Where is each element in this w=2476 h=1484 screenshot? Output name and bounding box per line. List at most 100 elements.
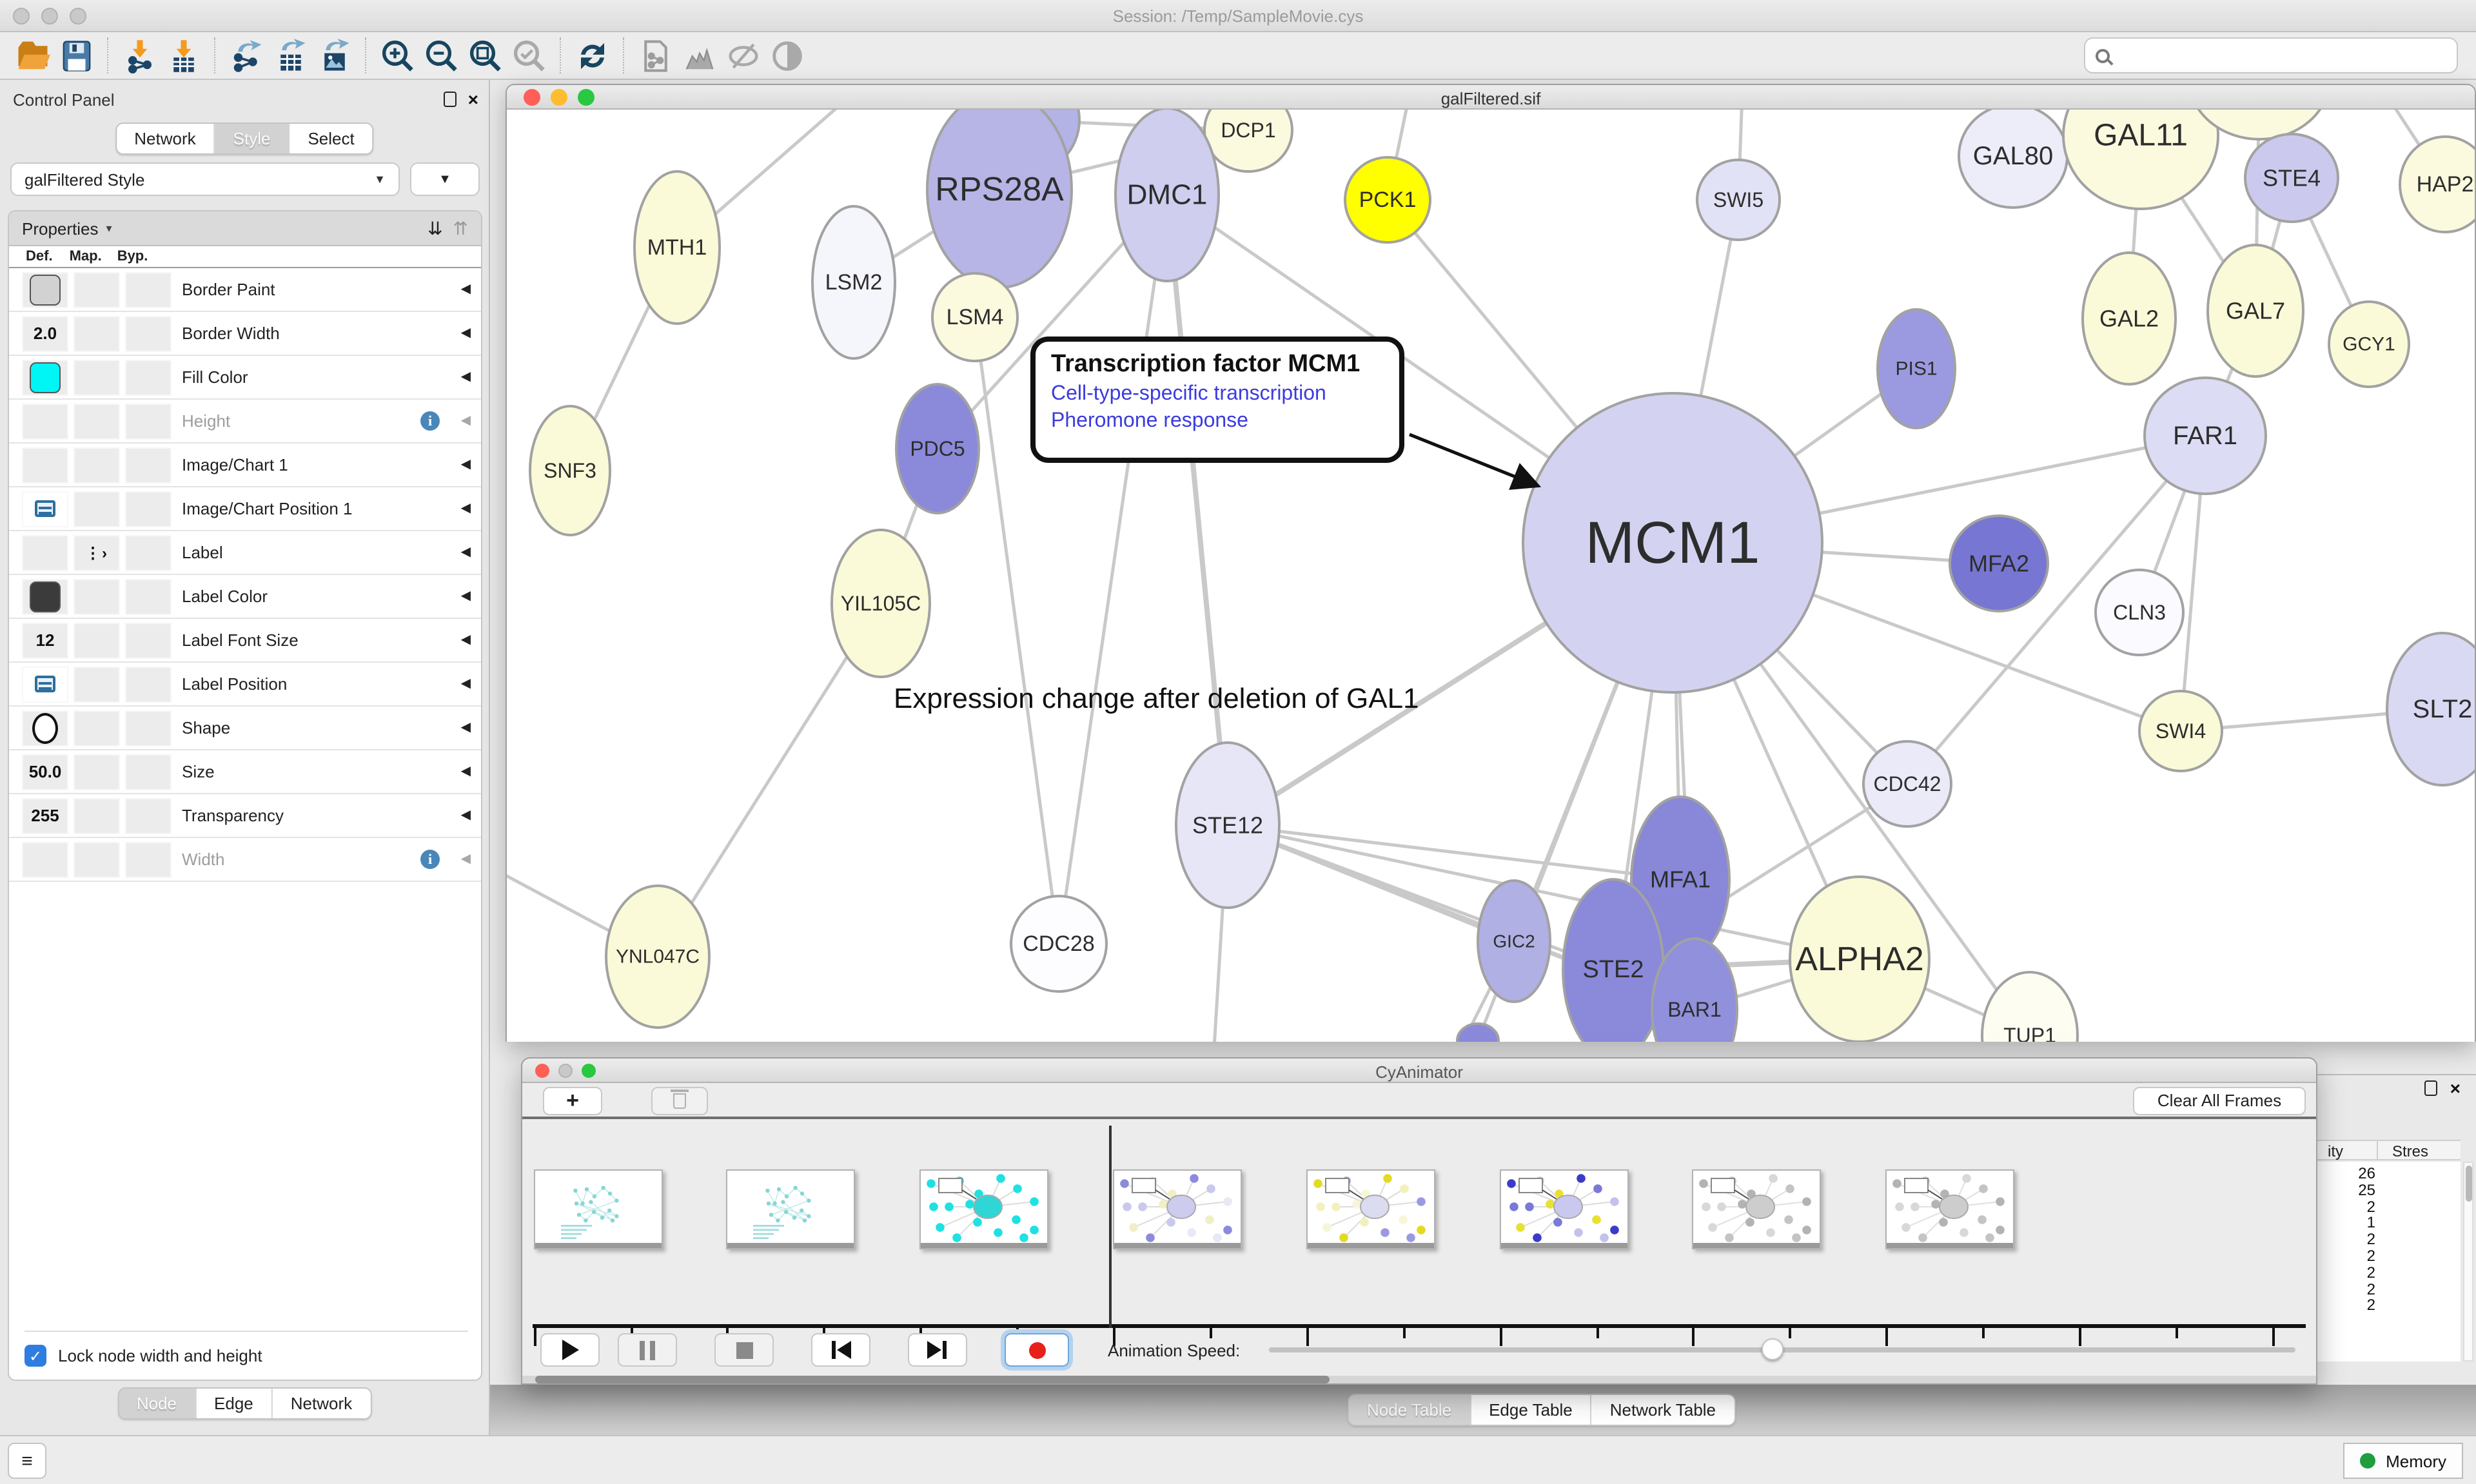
network-edge[interactable]	[656, 602, 883, 958]
network-node-swi4[interactable]: SWI4	[2138, 690, 2223, 772]
tab-edge-table[interactable]: Edge Table	[1471, 1395, 1592, 1425]
task-history-button[interactable]: ≡	[8, 1443, 46, 1479]
table-cell[interactable]: 2	[2366, 1197, 2375, 1216]
network-node-gal2[interactable]: GAL2	[2081, 251, 2177, 386]
tab-network[interactable]: Network	[272, 1389, 371, 1418]
expand-property-icon[interactable]: ◀	[460, 282, 471, 297]
stop-button[interactable]	[714, 1333, 774, 1367]
expand-property-icon[interactable]: ◀	[460, 721, 471, 735]
column-ity[interactable]: ity	[2328, 1142, 2343, 1160]
timeline-frame-6[interactable]	[1692, 1169, 1822, 1249]
import-network-icon[interactable]	[120, 36, 159, 75]
timeline-scrollbar[interactable]	[522, 1376, 2316, 1383]
timeline[interactable]: Seconds 0123456789	[522, 1122, 2316, 1352]
expand-property-icon[interactable]: ◀	[460, 677, 471, 691]
expand-property-icon[interactable]: ◀	[460, 808, 471, 823]
network-node-cln3[interactable]: CLN3	[2094, 569, 2185, 656]
timeline-frame-1[interactable]	[726, 1169, 856, 1249]
tab-style[interactable]: Style	[215, 124, 290, 153]
network-node-pdc5[interactable]: PDC5	[895, 383, 980, 514]
network-node-gal7[interactable]: GAL7	[2206, 244, 2304, 378]
cyanimator-titlebar[interactable]: CyAnimator	[522, 1059, 2316, 1083]
properties-header[interactable]: Properties ▾ ⇊ ⇈	[9, 211, 481, 246]
timeline-frame-3[interactable]	[1113, 1169, 1242, 1249]
property-row-border-width[interactable]: 2.0 Border Width ◀	[9, 312, 481, 356]
network-edge[interactable]	[1227, 823, 1681, 881]
network-node-dcp1[interactable]: DCP1	[1203, 110, 1293, 173]
property-row-size[interactable]: 50.0 Size ◀	[9, 750, 481, 794]
network-node-yil105c[interactable]: YIL105C	[830, 529, 931, 678]
timeline-frame-0[interactable]	[533, 1169, 663, 1249]
property-row-label-position[interactable]: Label Position ◀	[9, 663, 481, 707]
network-node-bar1[interactable]: BAR1	[1651, 937, 1738, 1042]
network-node-cdc42[interactable]: CDC42	[1862, 740, 1952, 828]
close-panel-icon[interactable]: ×	[2450, 1078, 2461, 1098]
animation-speed-slider[interactable]	[1268, 1338, 2295, 1360]
expand-all-icon[interactable]: ⇊	[427, 217, 443, 238]
property-row-border-paint[interactable]: Border Paint ◀	[9, 268, 481, 312]
scrollbar-thumb[interactable]	[535, 1376, 1330, 1383]
property-row-label-font-size[interactable]: 12 Label Font Size ◀	[9, 619, 481, 663]
close-panel-icon[interactable]: ×	[467, 89, 478, 110]
close-window-icon[interactable]	[535, 1064, 549, 1078]
network-node-ste4[interactable]: STE4	[2244, 133, 2339, 223]
timeline-frame-4[interactable]	[1306, 1169, 1435, 1249]
table-cell[interactable]: 2	[2366, 1280, 2375, 1298]
network-node-mfa2[interactable]: MFA2	[1949, 514, 2049, 612]
network-edge[interactable]	[1164, 194, 1230, 826]
network-node-snf3[interactable]: SNF3	[529, 405, 611, 536]
tab-edge[interactable]: Edge	[196, 1389, 273, 1418]
network-node-tup1[interactable]: TUP1	[1981, 971, 2079, 1042]
network-node-gic2[interactable]: GIC2	[1477, 879, 1551, 1003]
network-node-mth1[interactable]: MTH1	[633, 170, 721, 325]
network-node-gal11[interactable]: GAL11	[2062, 110, 2219, 210]
network-node-mcm1[interactable]: MCM1	[1522, 392, 1823, 694]
open-session-icon[interactable]	[13, 36, 52, 75]
table-cell[interactable]: 2	[2366, 1230, 2375, 1249]
table-cell[interactable]: 25	[2358, 1180, 2375, 1199]
table-cell[interactable]: 26	[2358, 1164, 2375, 1182]
network-file-icon[interactable]	[636, 36, 674, 75]
maximize-window-icon[interactable]	[578, 89, 594, 106]
property-row-image-chart-position-1[interactable]: Image/Chart Position 1 ◀	[9, 487, 481, 531]
network-node-hap2[interactable]: HAP2	[2399, 135, 2475, 233]
tab-select[interactable]: Select	[290, 124, 373, 153]
zoom-fit-icon[interactable]	[466, 36, 504, 75]
network-node-gal80[interactable]: GAL80	[1958, 110, 2068, 209]
network-node-pis1[interactable]: PIS1	[1876, 308, 1956, 429]
slider-thumb[interactable]	[1761, 1338, 1783, 1360]
network-node-topnode[interactable]	[2188, 110, 2330, 141]
table-cell[interactable]: 2	[2366, 1247, 2375, 1265]
table-cell[interactable]: 1	[2366, 1213, 2375, 1232]
network-edge[interactable]	[1227, 823, 1860, 961]
expand-property-icon[interactable]: ◀	[460, 502, 471, 516]
expand-property-icon[interactable]: ◀	[460, 765, 471, 779]
network-node-gcy1[interactable]: GCY1	[2328, 300, 2410, 388]
network-node-swi5[interactable]: SWI5	[1696, 159, 1781, 241]
timeline-frame-7[interactable]	[1885, 1169, 2015, 1249]
refresh-layout-icon[interactable]	[573, 36, 611, 75]
export-table-icon[interactable]	[271, 36, 310, 75]
network-edge[interactable]	[1057, 194, 1169, 944]
property-row-label-color[interactable]: Label Color ◀	[9, 575, 481, 619]
skip-start-button[interactable]	[811, 1333, 870, 1367]
bird-view-icon[interactable]	[767, 36, 806, 75]
expand-property-icon[interactable]: ◀	[460, 852, 471, 866]
timeline-frame-2[interactable]	[919, 1169, 1049, 1249]
zoom-selected-icon[interactable]	[509, 36, 548, 75]
minimize-window-icon[interactable]	[551, 89, 567, 106]
expand-property-icon[interactable]: ◀	[460, 633, 471, 647]
import-table-icon[interactable]	[164, 36, 202, 75]
tab-network-table[interactable]: Network Table	[1591, 1395, 1734, 1425]
minimize-window-icon[interactable]	[558, 1064, 573, 1078]
network-canvas[interactable]: DCP1 RPS28A DMC1 PCK1 MTH1 LSM2 LSM4 SWI5 GAL80 G…	[507, 110, 2475, 1042]
zoom-in-icon[interactable]	[378, 36, 417, 75]
table-cell[interactable]: 2	[2366, 1263, 2375, 1282]
style-options-button[interactable]: ▼	[410, 162, 480, 196]
expand-property-icon[interactable]: ◀	[460, 589, 471, 603]
clear-all-frames-button[interactable]: Clear All Frames	[2133, 1086, 2306, 1115]
property-row-label[interactable]: ⋮› Label ◀	[9, 531, 481, 575]
export-image-icon[interactable]	[315, 36, 353, 75]
property-row-fill-color[interactable]: Fill Color ◀	[9, 356, 481, 400]
network-node-slt2[interactable]: SLT2	[2386, 632, 2475, 786]
